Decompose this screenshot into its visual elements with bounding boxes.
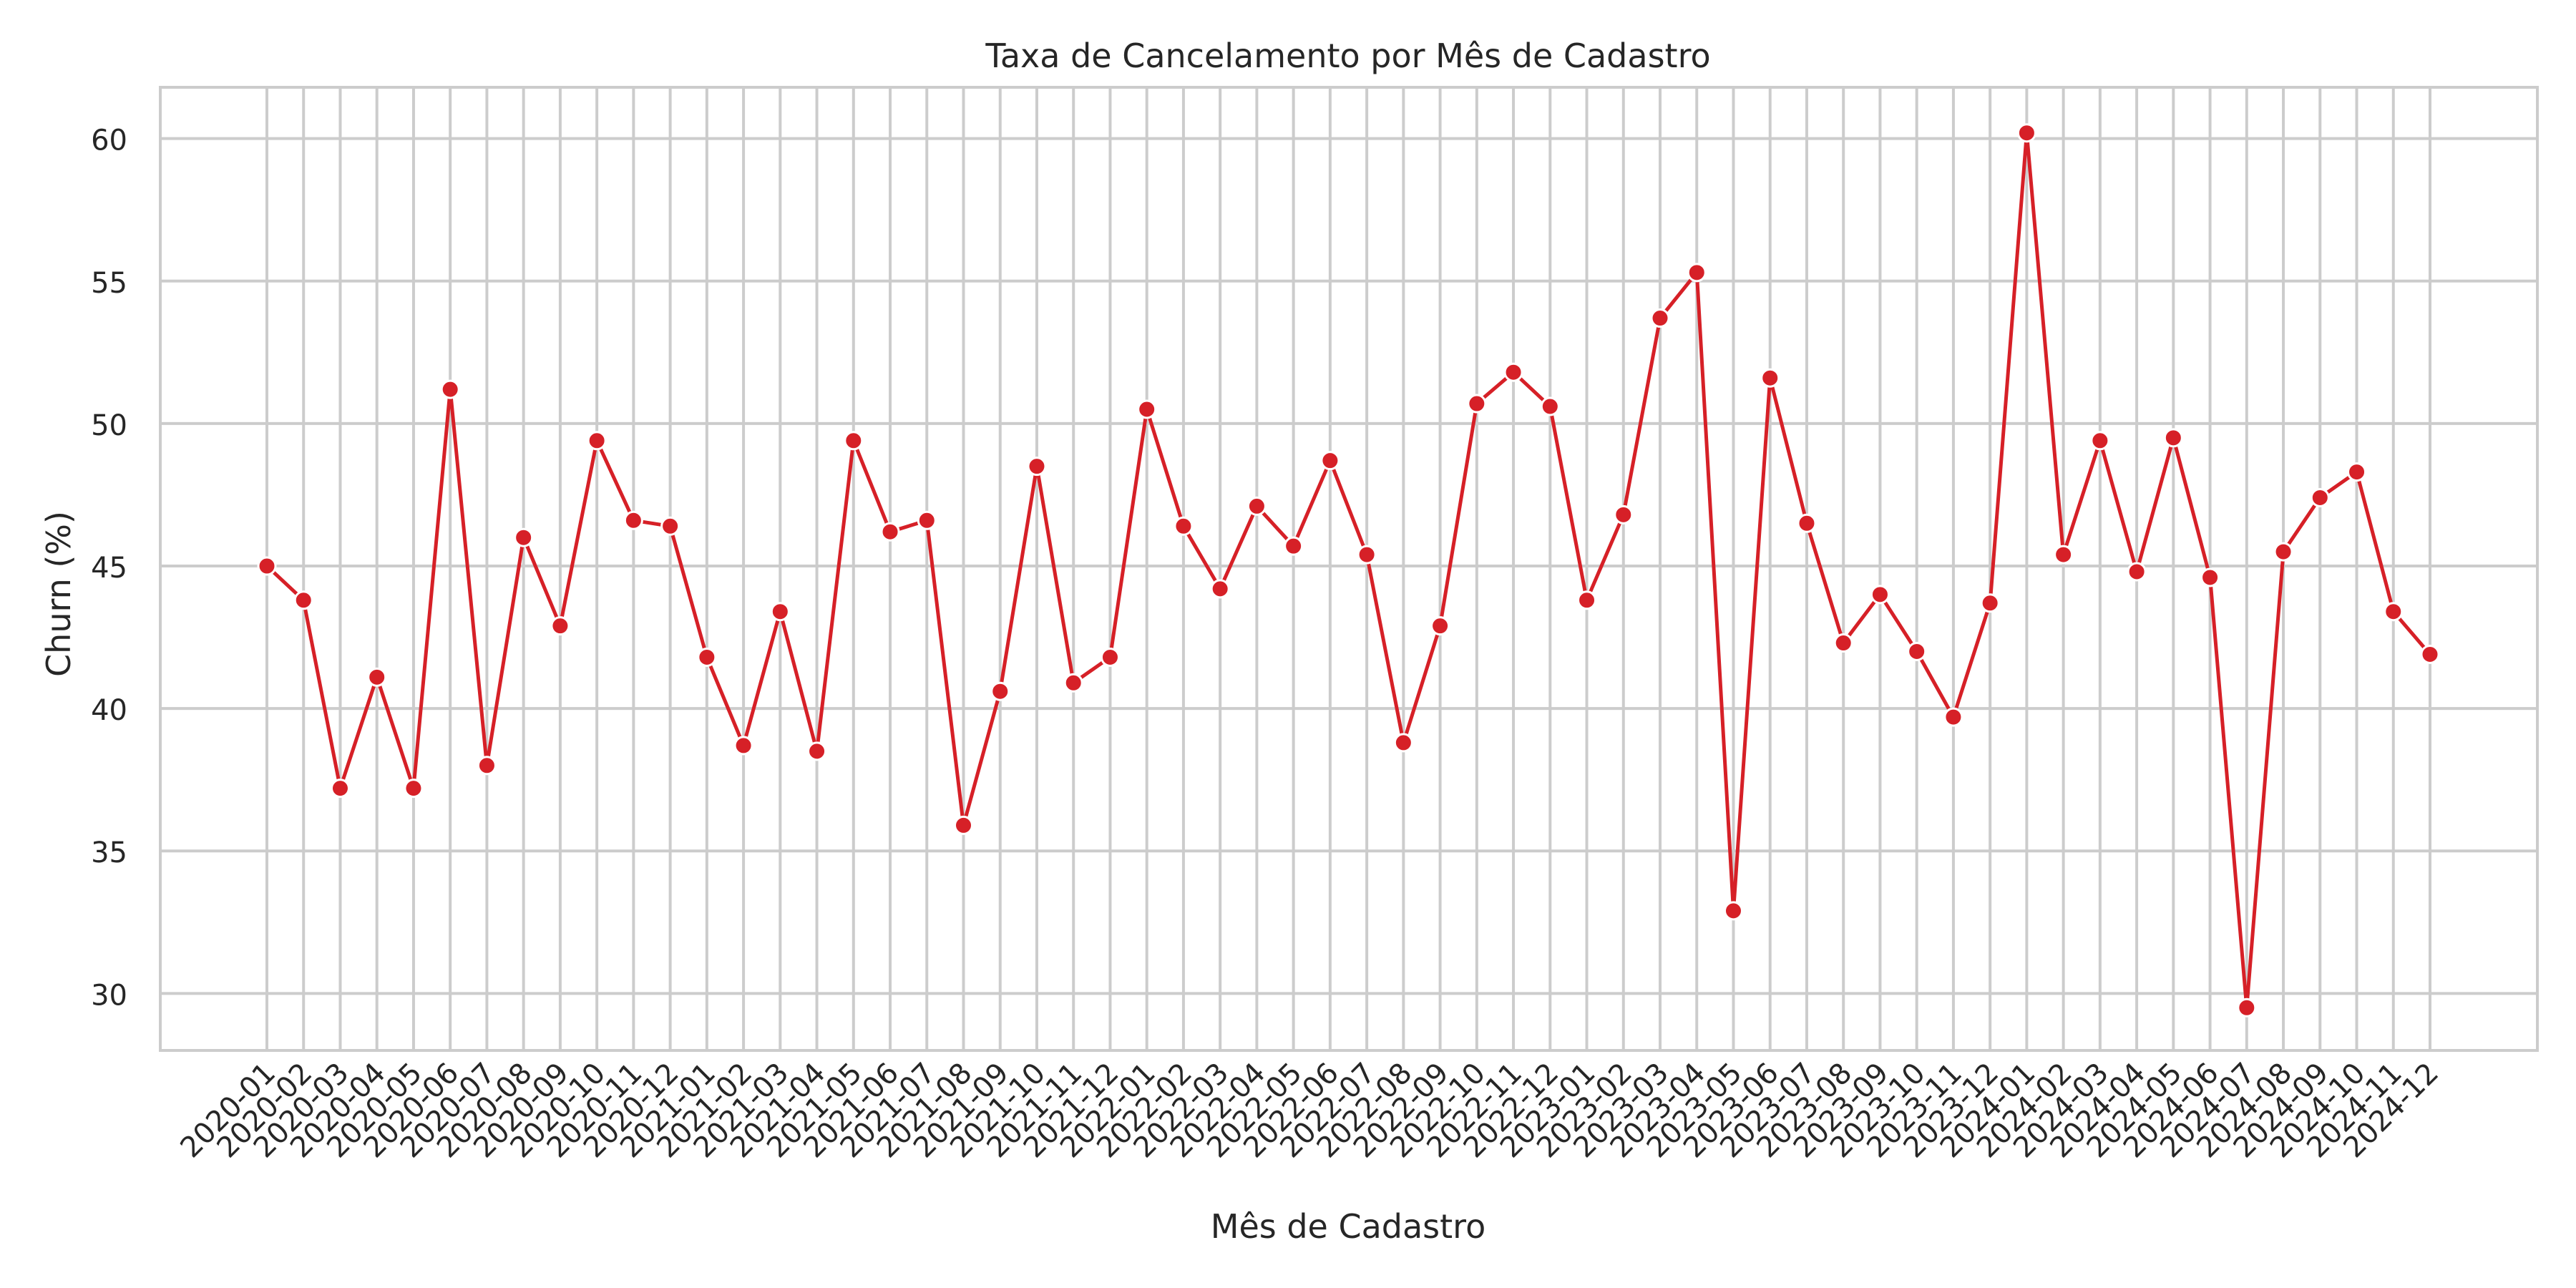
data-point <box>1027 457 1047 477</box>
data-point <box>1503 362 1523 382</box>
data-point <box>1430 616 1450 636</box>
y-tick-label: 55 <box>91 267 127 300</box>
y-tick-label: 30 <box>91 979 127 1012</box>
data-point <box>807 741 827 761</box>
chart-title: Taxa de Cancelamento por Mês de Cadastro <box>985 36 1710 75</box>
data-point <box>2384 602 2404 622</box>
y-tick-label: 40 <box>91 694 127 727</box>
x-axis: 2020-012020-022020-032020-042020-052020-… <box>174 1057 2445 1165</box>
data-point <box>2090 431 2110 451</box>
y-tick-label: 45 <box>91 552 127 585</box>
y-tick-label: 35 <box>91 836 127 869</box>
data-point <box>1320 451 1340 471</box>
data-point <box>477 756 497 776</box>
data-point <box>1943 707 1963 727</box>
data-point <box>404 779 424 799</box>
data-point <box>1577 590 1597 610</box>
data-point <box>367 667 387 687</box>
data-point <box>733 736 753 756</box>
data-point <box>1723 901 1743 921</box>
data-point <box>330 779 350 799</box>
data-point <box>1357 545 1377 565</box>
data-point <box>1210 579 1230 599</box>
data-point <box>2163 428 2183 448</box>
data-point <box>770 602 790 622</box>
data-point <box>1980 593 2000 613</box>
data-point <box>2016 123 2036 143</box>
data-point <box>514 527 534 547</box>
data-point <box>550 616 570 636</box>
data-point <box>2273 542 2293 562</box>
data-point <box>1687 263 1707 283</box>
data-point <box>2420 644 2440 664</box>
data-point <box>1797 513 1817 533</box>
data-point <box>954 815 974 835</box>
data-point <box>1100 647 1120 667</box>
data-point <box>2200 567 2220 587</box>
data-point <box>1833 633 1853 653</box>
data-point <box>2310 487 2330 507</box>
data-point <box>917 510 937 530</box>
data-point <box>2237 997 2257 1018</box>
plot-frame <box>159 86 2539 1052</box>
grid <box>160 87 2537 1050</box>
data-point <box>1137 399 1157 419</box>
data-point <box>1393 733 1413 753</box>
data-point <box>2127 562 2147 582</box>
data-point <box>1650 308 1670 328</box>
data-point <box>697 647 717 667</box>
data-point <box>1760 368 1780 388</box>
data-point <box>1284 536 1304 556</box>
series-markers <box>257 123 2440 1018</box>
data-point <box>1614 504 1634 525</box>
y-axis: 30 35 40 45 50 55 60 <box>91 125 127 1013</box>
x-axis-label: Mês de Cadastro <box>1211 1207 1485 1246</box>
data-point <box>623 510 643 530</box>
data-point <box>293 590 313 610</box>
data-point <box>844 431 864 451</box>
data-point <box>257 556 277 576</box>
y-axis-label: Churn (%) <box>39 511 78 677</box>
data-point <box>1174 516 1194 536</box>
data-point <box>880 522 900 542</box>
data-point <box>440 379 460 399</box>
data-point <box>2347 462 2367 482</box>
data-point <box>990 681 1010 701</box>
data-point <box>1467 394 1487 414</box>
data-point <box>1907 641 1927 661</box>
data-point <box>1870 585 1890 605</box>
y-tick-label: 60 <box>91 125 127 157</box>
data-point <box>587 431 607 451</box>
data-point <box>1540 396 1560 416</box>
y-tick-label: 50 <box>91 409 127 442</box>
data-point <box>2054 545 2074 565</box>
data-point <box>1063 673 1083 693</box>
data-point <box>1246 496 1267 516</box>
series-line <box>265 131 2432 1010</box>
data-point <box>660 516 680 536</box>
